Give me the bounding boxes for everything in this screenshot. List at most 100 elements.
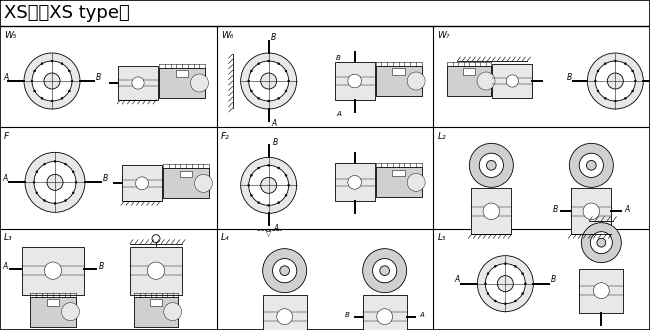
Circle shape xyxy=(190,74,209,92)
Circle shape xyxy=(34,161,76,203)
Circle shape xyxy=(248,80,250,82)
Bar xyxy=(471,188,512,234)
Circle shape xyxy=(469,143,514,187)
Circle shape xyxy=(34,90,36,92)
Circle shape xyxy=(569,143,614,187)
Text: A: A xyxy=(419,312,424,318)
Circle shape xyxy=(135,177,148,190)
Circle shape xyxy=(586,160,596,170)
Circle shape xyxy=(487,293,489,295)
Bar xyxy=(335,163,374,201)
Circle shape xyxy=(268,100,270,102)
Circle shape xyxy=(240,157,296,213)
Circle shape xyxy=(278,167,280,169)
Circle shape xyxy=(257,202,259,204)
Circle shape xyxy=(51,100,53,102)
Circle shape xyxy=(25,152,85,212)
Circle shape xyxy=(614,60,616,62)
Bar xyxy=(447,66,491,96)
Circle shape xyxy=(36,171,38,173)
Circle shape xyxy=(495,300,497,302)
Bar xyxy=(47,299,59,306)
Circle shape xyxy=(597,90,599,92)
Text: F: F xyxy=(4,132,9,141)
Bar xyxy=(463,68,476,75)
Circle shape xyxy=(348,176,361,189)
Circle shape xyxy=(588,53,644,109)
Circle shape xyxy=(285,70,287,72)
Circle shape xyxy=(597,238,606,247)
Bar xyxy=(118,66,158,100)
Bar xyxy=(376,167,422,197)
Circle shape xyxy=(514,265,516,267)
Circle shape xyxy=(407,72,425,90)
Text: L₅: L₅ xyxy=(437,233,446,242)
Circle shape xyxy=(41,97,43,99)
Circle shape xyxy=(486,160,496,170)
Circle shape xyxy=(604,97,606,99)
Bar xyxy=(376,66,422,96)
Circle shape xyxy=(486,264,525,304)
Circle shape xyxy=(590,232,612,254)
Text: B: B xyxy=(567,73,572,82)
Circle shape xyxy=(495,265,497,267)
Circle shape xyxy=(250,90,252,92)
Circle shape xyxy=(477,256,534,312)
Circle shape xyxy=(68,70,70,72)
Circle shape xyxy=(407,173,425,191)
Text: B: B xyxy=(98,262,103,271)
Circle shape xyxy=(62,303,79,321)
Circle shape xyxy=(152,235,160,243)
Circle shape xyxy=(51,60,53,62)
Circle shape xyxy=(72,192,74,194)
Circle shape xyxy=(285,194,287,196)
Circle shape xyxy=(71,80,73,82)
Circle shape xyxy=(54,160,56,162)
Circle shape xyxy=(33,181,35,183)
Text: B: B xyxy=(552,205,558,214)
Circle shape xyxy=(278,97,280,99)
Circle shape xyxy=(625,63,627,65)
Text: A: A xyxy=(273,224,278,233)
Text: A: A xyxy=(625,205,630,214)
Circle shape xyxy=(61,63,63,65)
Circle shape xyxy=(479,153,504,178)
Circle shape xyxy=(61,97,63,99)
Circle shape xyxy=(32,61,72,101)
Circle shape xyxy=(604,63,606,65)
Circle shape xyxy=(607,73,623,89)
Text: W₆: W₆ xyxy=(220,30,233,40)
Circle shape xyxy=(257,167,259,169)
Circle shape xyxy=(348,74,361,88)
Bar xyxy=(159,68,205,98)
Circle shape xyxy=(522,273,524,275)
Circle shape xyxy=(497,276,514,292)
Bar xyxy=(22,247,84,295)
Circle shape xyxy=(581,223,621,263)
Text: W₇: W₇ xyxy=(437,30,450,40)
Circle shape xyxy=(632,90,634,92)
Circle shape xyxy=(44,200,46,202)
Bar xyxy=(179,171,192,177)
Circle shape xyxy=(597,70,599,72)
Bar xyxy=(263,295,307,330)
Circle shape xyxy=(44,163,46,165)
Circle shape xyxy=(288,80,290,82)
Circle shape xyxy=(285,174,287,176)
Circle shape xyxy=(261,73,277,89)
Circle shape xyxy=(522,293,524,295)
Text: L₄: L₄ xyxy=(220,233,229,242)
Circle shape xyxy=(132,77,144,89)
Bar xyxy=(30,297,76,327)
Text: A: A xyxy=(336,111,341,117)
Text: B: B xyxy=(551,275,556,284)
Bar xyxy=(134,297,178,327)
Circle shape xyxy=(268,164,270,166)
Circle shape xyxy=(36,192,38,194)
Bar xyxy=(122,165,162,201)
Text: B: B xyxy=(96,73,101,82)
Circle shape xyxy=(250,174,252,176)
Text: A: A xyxy=(3,174,8,183)
Text: A: A xyxy=(271,119,276,128)
Text: A: A xyxy=(3,262,8,271)
